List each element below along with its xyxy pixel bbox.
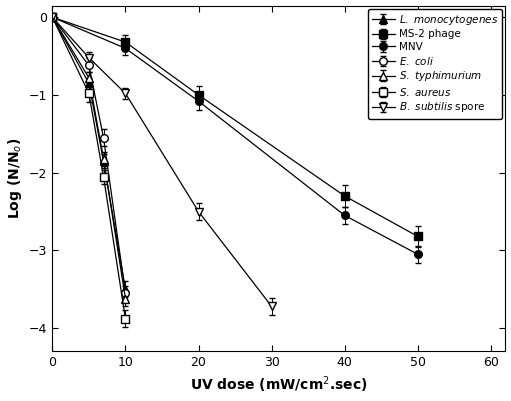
Legend: $\mathit{L.\ monocytogenes}$, MS-2 phage, MNV, $\mathit{E.\ coli}$, $\mathit{S.\: $\mathit{L.\ monocytogenes}$, MS-2 phage…: [368, 9, 502, 119]
Y-axis label: Log (N/N$_o$): Log (N/N$_o$): [6, 138, 24, 219]
X-axis label: UV dose (mW/cm$^2$.sec): UV dose (mW/cm$^2$.sec): [190, 375, 368, 395]
